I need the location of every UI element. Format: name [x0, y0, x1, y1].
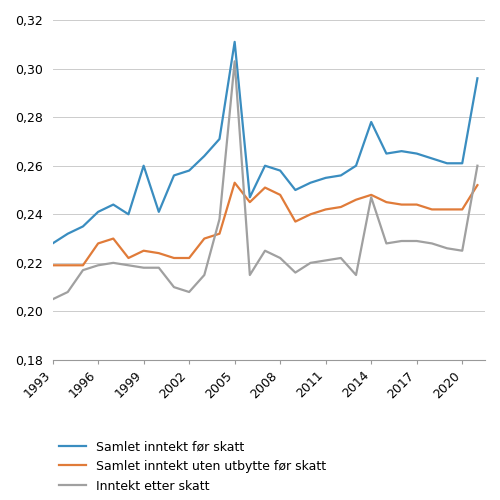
Inntekt etter skatt: [429, 240, 435, 246]
Inntekt etter skatt: [308, 260, 314, 266]
Line: Inntekt etter skatt: Inntekt etter skatt: [52, 62, 478, 300]
Samlet inntekt før skatt: [110, 202, 116, 207]
Inntekt etter skatt: [459, 248, 465, 254]
Samlet inntekt uten utbytte før skatt: [202, 236, 207, 242]
Inntekt etter skatt: [186, 289, 192, 295]
Samlet inntekt uten utbytte før skatt: [277, 192, 283, 198]
Samlet inntekt før skatt: [140, 162, 146, 168]
Samlet inntekt uten utbytte før skatt: [95, 240, 101, 246]
Samlet inntekt før skatt: [429, 156, 435, 162]
Samlet inntekt uten utbytte før skatt: [50, 262, 56, 268]
Samlet inntekt før skatt: [186, 168, 192, 173]
Inntekt etter skatt: [444, 246, 450, 252]
Samlet inntekt før skatt: [232, 39, 237, 45]
Samlet inntekt før skatt: [414, 150, 420, 156]
Inntekt etter skatt: [140, 264, 146, 270]
Inntekt etter skatt: [247, 272, 253, 278]
Inntekt etter skatt: [414, 238, 420, 244]
Inntekt etter skatt: [384, 240, 390, 246]
Samlet inntekt før skatt: [353, 162, 359, 168]
Samlet inntekt uten utbytte før skatt: [398, 202, 404, 207]
Samlet inntekt før skatt: [444, 160, 450, 166]
Samlet inntekt uten utbytte før skatt: [110, 236, 116, 242]
Inntekt etter skatt: [262, 248, 268, 254]
Legend: Samlet inntekt før skatt, Samlet inntekt uten utbytte før skatt, Inntekt etter s: Samlet inntekt før skatt, Samlet inntekt…: [59, 441, 326, 492]
Samlet inntekt uten utbytte før skatt: [384, 199, 390, 205]
Samlet inntekt før skatt: [247, 194, 253, 200]
Samlet inntekt før skatt: [171, 172, 177, 178]
Samlet inntekt uten utbytte før skatt: [459, 206, 465, 212]
Samlet inntekt før skatt: [50, 240, 56, 246]
Inntekt etter skatt: [368, 194, 374, 200]
Samlet inntekt uten utbytte før skatt: [338, 204, 344, 210]
Samlet inntekt før skatt: [65, 230, 71, 236]
Samlet inntekt uten utbytte før skatt: [429, 206, 435, 212]
Inntekt etter skatt: [65, 289, 71, 295]
Samlet inntekt før skatt: [384, 150, 390, 156]
Samlet inntekt før skatt: [277, 168, 283, 173]
Inntekt etter skatt: [171, 284, 177, 290]
Samlet inntekt uten utbytte før skatt: [308, 212, 314, 218]
Samlet inntekt uten utbytte før skatt: [156, 250, 162, 256]
Inntekt etter skatt: [80, 267, 86, 273]
Samlet inntekt uten utbytte før skatt: [216, 230, 222, 236]
Samlet inntekt før skatt: [474, 76, 480, 82]
Samlet inntekt før skatt: [368, 119, 374, 125]
Samlet inntekt uten utbytte før skatt: [292, 218, 298, 224]
Samlet inntekt før skatt: [338, 172, 344, 178]
Inntekt etter skatt: [95, 262, 101, 268]
Samlet inntekt uten utbytte før skatt: [353, 196, 359, 202]
Line: Samlet inntekt uten utbytte før skatt: Samlet inntekt uten utbytte før skatt: [52, 182, 478, 266]
Inntekt etter skatt: [156, 264, 162, 270]
Samlet inntekt før skatt: [398, 148, 404, 154]
Samlet inntekt uten utbytte før skatt: [262, 184, 268, 190]
Inntekt etter skatt: [353, 272, 359, 278]
Samlet inntekt før skatt: [95, 209, 101, 215]
Samlet inntekt uten utbytte før skatt: [65, 262, 71, 268]
Inntekt etter skatt: [202, 272, 207, 278]
Samlet inntekt uten utbytte før skatt: [140, 248, 146, 254]
Samlet inntekt før skatt: [308, 180, 314, 186]
Inntekt etter skatt: [277, 255, 283, 261]
Samlet inntekt uten utbytte før skatt: [232, 180, 237, 186]
Samlet inntekt uten utbytte før skatt: [186, 255, 192, 261]
Samlet inntekt før skatt: [459, 160, 465, 166]
Inntekt etter skatt: [322, 258, 328, 264]
Samlet inntekt før skatt: [126, 212, 132, 218]
Samlet inntekt før skatt: [202, 153, 207, 159]
Inntekt etter skatt: [474, 162, 480, 168]
Samlet inntekt uten utbytte før skatt: [414, 202, 420, 207]
Samlet inntekt før skatt: [216, 136, 222, 142]
Inntekt etter skatt: [126, 262, 132, 268]
Samlet inntekt før skatt: [292, 187, 298, 193]
Inntekt etter skatt: [398, 238, 404, 244]
Samlet inntekt uten utbytte før skatt: [322, 206, 328, 212]
Inntekt etter skatt: [216, 216, 222, 222]
Inntekt etter skatt: [110, 260, 116, 266]
Samlet inntekt uten utbytte før skatt: [80, 262, 86, 268]
Samlet inntekt før skatt: [156, 209, 162, 215]
Inntekt etter skatt: [338, 255, 344, 261]
Samlet inntekt før skatt: [322, 175, 328, 181]
Line: Samlet inntekt før skatt: Samlet inntekt før skatt: [52, 42, 478, 243]
Samlet inntekt uten utbytte før skatt: [444, 206, 450, 212]
Samlet inntekt før skatt: [262, 162, 268, 168]
Samlet inntekt uten utbytte før skatt: [126, 255, 132, 261]
Inntekt etter skatt: [232, 58, 237, 64]
Inntekt etter skatt: [292, 270, 298, 276]
Samlet inntekt uten utbytte før skatt: [247, 199, 253, 205]
Samlet inntekt før skatt: [80, 224, 86, 230]
Samlet inntekt uten utbytte før skatt: [474, 182, 480, 188]
Samlet inntekt uten utbytte før skatt: [368, 192, 374, 198]
Inntekt etter skatt: [50, 296, 56, 302]
Samlet inntekt uten utbytte før skatt: [171, 255, 177, 261]
